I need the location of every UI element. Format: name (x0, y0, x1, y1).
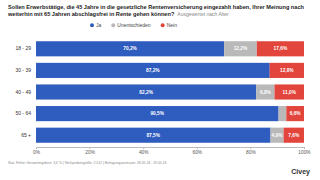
x-tick-mark (90, 147, 91, 149)
x-tick-mark (143, 147, 144, 149)
x-tick: 40% (139, 147, 149, 155)
bar-segment (279, 106, 287, 121)
bar-segment (36, 41, 224, 56)
x-tick-mark (304, 147, 305, 149)
y-tick: 40 - 49 (15, 89, 31, 95)
data-label: 87,2% (146, 68, 160, 73)
x-tick-label: 60% (192, 150, 202, 155)
data-label: 12,8% (280, 68, 294, 73)
bar-segment (286, 106, 304, 121)
bar-segment (224, 41, 257, 56)
legend-label: Ja (96, 22, 102, 28)
bar-segment (257, 41, 304, 56)
bar-segment (284, 128, 304, 143)
x-tick-mark (250, 147, 251, 149)
bar-segment (36, 106, 279, 121)
x-tick-label: 40% (139, 150, 149, 155)
chart: Sollen Erwerbstätige, die 45 Jahre in di… (0, 0, 320, 180)
bars (36, 41, 304, 143)
bar-segment (275, 84, 304, 99)
legend-swatch (90, 23, 94, 27)
title: Sollen Erwerbstätige, die 45 Jahre in di… (7, 4, 305, 17)
x-tick-mark (36, 147, 37, 149)
y-tick-label: 30 - 39 (15, 67, 31, 73)
subtitle: Ausgewertet nach Alter (177, 11, 229, 17)
logo: Civey (291, 168, 310, 176)
legend-swatch (161, 23, 165, 27)
bar-segment (36, 128, 271, 143)
legend-label: Nein (167, 22, 178, 28)
data-labels: 70,2% 12,2% 17,6% 87,2% 12,8% 82,2% 6,8% 11,0% 9… (123, 46, 301, 137)
y-tick-label: 40 - 49 (15, 89, 31, 95)
y-tick-label: 65 + (21, 132, 31, 138)
x-tick-label: 80% (246, 150, 256, 155)
background (0, 0, 320, 180)
data-label: 11,0% (283, 90, 297, 95)
data-label: 6,8% (260, 90, 272, 95)
y-tick: 50 - 64 (15, 110, 31, 116)
y-axis: 18 - 29 30 - 39 40 - 49 50 - 64 65 + (15, 45, 31, 137)
x-tick-label: 0% (33, 150, 41, 155)
data-label: 90,5% (150, 111, 164, 116)
data-label: 70,2% (123, 46, 137, 51)
y-tick: 18 - 29 (15, 45, 31, 51)
y-tick: 65 + (21, 132, 31, 138)
x-tick: 0% (33, 147, 41, 155)
x-tick-label: 20% (85, 150, 95, 155)
x-tick: 100% (298, 147, 311, 155)
data-label: 17,6% (274, 46, 288, 51)
bar-segment (36, 63, 270, 78)
x-tick: 20% (85, 147, 95, 155)
bar-segment (36, 84, 256, 99)
legend: Ja Unentschieden Nein (90, 22, 177, 28)
x-tick: 60% (192, 147, 202, 155)
data-label: 12,2% (234, 46, 248, 51)
data-label: 7,6% (288, 133, 300, 138)
x-axis: 0% 20% 40% 60% 80% 100% (33, 147, 311, 155)
x-tick-label: 100% (298, 150, 311, 155)
x-tick-mark (197, 147, 198, 149)
x-axis-line (37, 148, 305, 150)
y-tick: 30 - 39 (15, 67, 31, 73)
data-label: 82,2% (139, 90, 153, 95)
data-label: 6,6% (290, 111, 302, 116)
data-label: 4,9% (272, 133, 284, 138)
data-label: 87,5% (146, 133, 160, 138)
y-tick-label: 50 - 64 (15, 110, 31, 116)
source: Stat. Fehler Gesamtergebnis: 3,6 % | Sti… (8, 161, 167, 165)
bar-segment (270, 63, 304, 78)
x-tick: 80% (246, 147, 256, 155)
legend-swatch (111, 23, 115, 27)
y-tick-label: 18 - 29 (15, 45, 31, 51)
legend-label: Unentschieden (117, 22, 151, 28)
bar-segment (256, 84, 274, 99)
bar-segment (271, 128, 284, 143)
